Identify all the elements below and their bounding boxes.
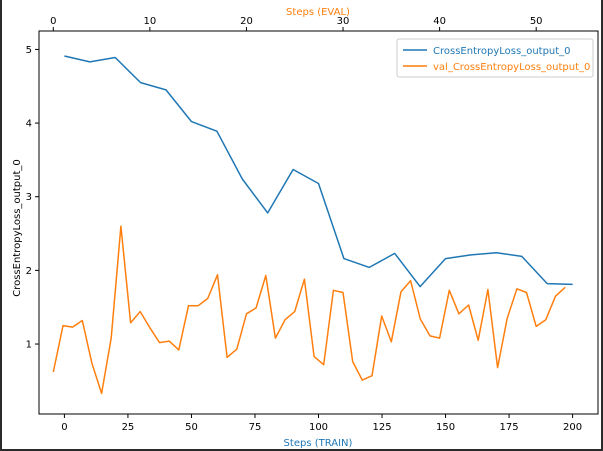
plot-area bbox=[38, 30, 599, 415]
bottom-x-tick-label: 50 bbox=[185, 422, 198, 433]
bottom-x-tick-label: 100 bbox=[309, 422, 328, 433]
top-x-axis: 0 10 20 30 40 50 bbox=[50, 16, 543, 31]
series-lines bbox=[52, 55, 573, 395]
bottom-x-tick-label: 200 bbox=[563, 422, 582, 433]
y-tick-label: 3 bbox=[26, 192, 32, 203]
legend-box bbox=[396, 38, 594, 78]
bottom-x-axis-label: Steps (TRAIN) bbox=[284, 438, 353, 449]
legend: CrossEntropyLoss_output_0 val_CrossEntro… bbox=[396, 38, 594, 78]
bottom-x-axis: 0 25 50 75 100 125 150 175 200 bbox=[61, 414, 582, 433]
val-loss-line bbox=[52, 225, 566, 395]
bottom-x-tick-label: 75 bbox=[249, 422, 262, 433]
bottom-x-tick-label: 0 bbox=[61, 422, 67, 433]
top-x-tick-label: 20 bbox=[240, 16, 253, 27]
top-x-tick-label: 50 bbox=[530, 16, 543, 27]
y-tick-label: 2 bbox=[26, 266, 32, 277]
legend-label-val: val_CrossEntropyLoss_output_0 bbox=[433, 62, 590, 73]
bottom-x-tick-label: 150 bbox=[436, 422, 455, 433]
bottom-x-tick-label: 175 bbox=[500, 422, 519, 433]
y-axis: 1 2 3 4 5 bbox=[26, 45, 39, 351]
y-axis-label: CrossEntropyLoss_output_0 bbox=[12, 159, 23, 297]
y-tick-label: 1 bbox=[26, 340, 32, 351]
bottom-x-tick-label: 25 bbox=[122, 422, 135, 433]
legend-label-train: CrossEntropyLoss_output_0 bbox=[433, 46, 571, 57]
top-x-tick-label: 0 bbox=[50, 16, 56, 27]
y-tick-label: 5 bbox=[26, 45, 32, 56]
bottom-x-tick-label: 125 bbox=[372, 422, 391, 433]
top-x-tick-label: 40 bbox=[433, 16, 446, 27]
train-loss-line bbox=[64, 55, 573, 288]
top-x-tick-label: 30 bbox=[337, 16, 350, 27]
y-tick-label: 4 bbox=[26, 119, 32, 130]
top-x-axis-label: Steps (EVAL) bbox=[286, 7, 350, 18]
top-x-tick-label: 10 bbox=[144, 16, 157, 27]
